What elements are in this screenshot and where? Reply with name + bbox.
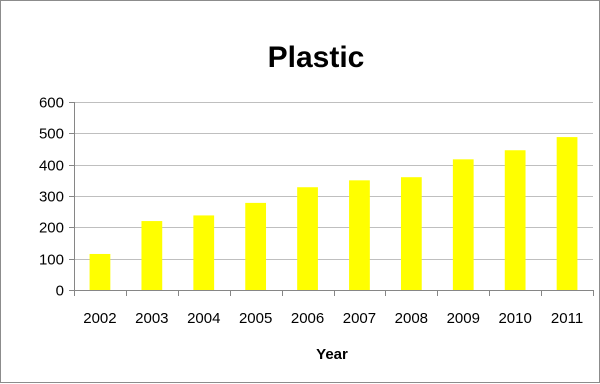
y-tick-label: 200 — [39, 220, 64, 237]
y-tick-label: 400 — [39, 158, 64, 175]
bar-2011 — [556, 137, 578, 290]
bar-2006 — [297, 187, 318, 290]
bar-2003 — [141, 221, 163, 290]
x-tick-labels: 2002 2003 2004 2005 2006 2007 2008 2009 2010 2011 — [83, 310, 583, 327]
y-tick-labels: 0 100 200 300 400 500 600 — [39, 95, 64, 300]
y-tick-label: 300 — [39, 189, 64, 206]
bar-2004 — [193, 215, 215, 290]
bar-2010 — [504, 150, 526, 290]
y-tick-label: 600 — [39, 95, 64, 112]
bar-2007 — [349, 180, 370, 290]
bars — [89, 137, 578, 290]
bar-2009 — [452, 159, 474, 290]
x-axis-label: Year — [316, 346, 348, 363]
y-tick-label: 500 — [39, 126, 64, 143]
x-tick-label: 2006 — [291, 310, 324, 327]
x-tick-label: 2009 — [447, 310, 480, 327]
x-tick-label: 2002 — [83, 310, 116, 327]
chart-title: Plastic — [268, 41, 365, 74]
y-tick-label: 100 — [39, 252, 64, 269]
bar-2005 — [245, 202, 267, 290]
axes — [74, 102, 594, 296]
x-tick-label: 2011 — [551, 310, 583, 327]
y-tick-label: 0 — [56, 283, 64, 300]
x-tick-label: 2008 — [395, 310, 428, 327]
x-tick-label: 2007 — [343, 310, 376, 327]
x-tick-label: 2004 — [187, 310, 220, 327]
bar-2008 — [400, 177, 422, 290]
bar-2002 — [89, 253, 111, 290]
x-tick-label: 2003 — [135, 310, 168, 327]
x-tick-label: 2005 — [239, 310, 272, 327]
x-tick-label: 2010 — [498, 310, 531, 327]
